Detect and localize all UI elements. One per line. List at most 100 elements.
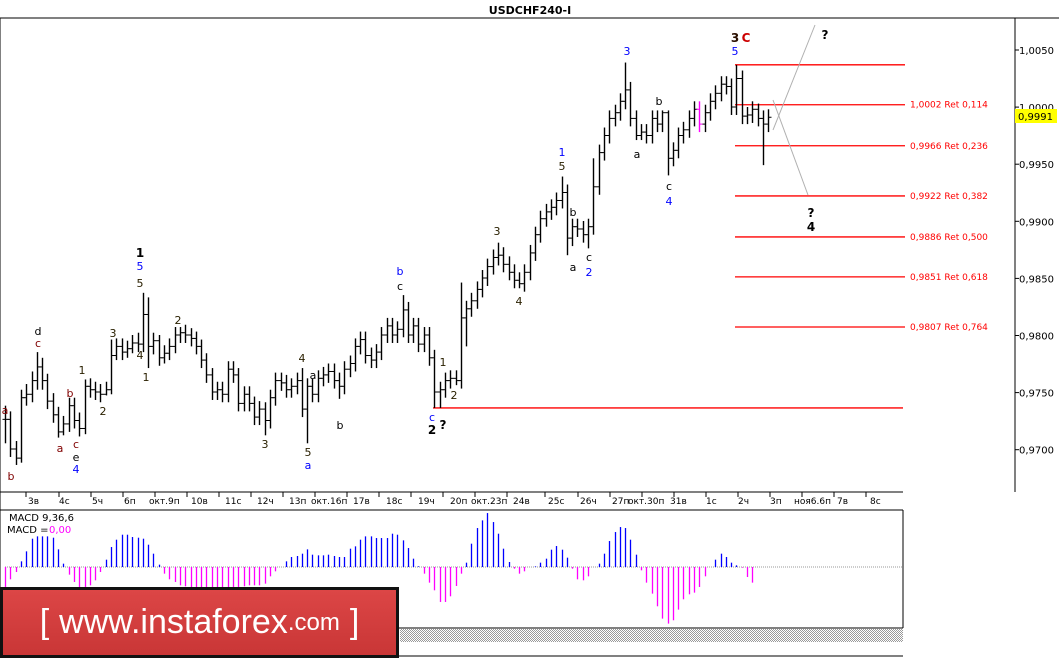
macd-value-label: MACD =	[7, 525, 49, 536]
price-bar	[225, 361, 232, 403]
wave-label: a	[57, 442, 64, 455]
price-bar	[590, 158, 597, 235]
fib-level-label: 1,0002 Ret 0,114	[910, 101, 988, 111]
scroll-area[interactable]	[400, 629, 903, 642]
price-bar	[527, 244, 534, 281]
time-tick-label: 31в	[670, 497, 687, 507]
price-bar	[320, 366, 327, 387]
price-bar	[182, 324, 189, 343]
price-bar	[606, 110, 613, 144]
price-bar	[368, 347, 375, 369]
logo-bracket-close: ]	[349, 603, 360, 641]
wave-label: 4	[137, 349, 144, 362]
fib-level-label: 0,9966 Ret 0,236	[910, 142, 988, 152]
price-bar	[691, 101, 698, 127]
price-bars	[2, 62, 772, 465]
price-bar	[580, 221, 587, 243]
price-bar	[431, 349, 438, 408]
instaforex-logo[interactable]: [ www.instaforex .com ]	[0, 587, 399, 658]
time-tick-label: 1с	[706, 497, 717, 507]
wave-label: 1	[440, 356, 447, 369]
price-bar	[521, 264, 528, 292]
price-bar	[150, 332, 157, 355]
price-bar	[400, 295, 407, 338]
time-tick-label: 7в	[837, 497, 848, 507]
price-bar	[87, 378, 94, 398]
price-bar	[564, 184, 571, 256]
price-bar	[241, 386, 248, 412]
fib-level-label: 0,9922 Ret 0,382	[910, 192, 988, 202]
price-bar	[389, 317, 396, 343]
price-bar	[256, 401, 263, 426]
wave-label: 1	[559, 146, 566, 159]
price-bar	[362, 331, 369, 364]
price-bar	[92, 381, 99, 400]
time-tick-label: 3п	[770, 497, 782, 507]
price-bar	[119, 338, 126, 361]
wave-label: ?	[808, 206, 815, 220]
wave-label: 3	[731, 31, 739, 45]
price-bar	[325, 363, 332, 383]
wave-label: c	[35, 337, 41, 350]
time-tick-label: 2ч	[738, 497, 749, 507]
wave-label: a	[634, 148, 641, 161]
price-bar	[447, 370, 454, 389]
price-bar	[659, 110, 666, 133]
time-tick-label: 25с	[548, 497, 564, 507]
price-bar	[654, 110, 661, 133]
price-bar	[309, 378, 316, 403]
time-tick-label: 17в	[353, 497, 370, 507]
price-bar	[548, 199, 555, 220]
price-bar	[755, 103, 762, 127]
wave-label: 3	[262, 438, 269, 451]
macd-histogram	[4, 513, 754, 624]
wave-label: 3	[494, 225, 501, 238]
price-bar	[553, 192, 560, 216]
price-bar	[649, 110, 656, 144]
price-bar	[670, 142, 677, 167]
price-bar	[7, 411, 14, 457]
wave-label: a	[305, 459, 312, 472]
price-axis: 1,0050 1,0000 0,9950 0,9900 0,9850 0,9800 0,97…	[1015, 46, 1054, 457]
wave-label: b	[337, 419, 344, 432]
price-bar	[145, 297, 152, 369]
time-axis: 3в 4с 5ч 6п окт.9п 10в 11с 12ч 13п окт.16п 17в 18с 1…	[25, 492, 881, 507]
price-tick-label: 0,9700	[1019, 446, 1054, 457]
scenario-down-line	[772, 99, 809, 196]
current-price-tag	[1015, 109, 1057, 123]
time-tick-label: окт.9п	[149, 497, 180, 507]
price-bar	[723, 76, 730, 95]
price-bar	[569, 218, 576, 247]
wave-label: 2	[100, 405, 107, 418]
price-bar	[113, 338, 120, 361]
chart-title: USDCHF240-I	[489, 4, 571, 17]
wave-label: a	[310, 369, 317, 382]
price-bar	[352, 338, 359, 372]
logo-bracket-open: [	[39, 603, 50, 641]
time-tick-label: окт.23п	[471, 497, 507, 507]
price-bar	[405, 301, 412, 343]
time-tick-label: ноя6.6п	[794, 497, 831, 507]
time-tick-label: 10в	[191, 497, 208, 507]
price-bar	[500, 247, 507, 273]
price-bar	[601, 127, 608, 161]
price-bar	[532, 226, 539, 261]
price-bar	[410, 317, 417, 343]
price-tick-label: 1,0000	[1019, 103, 1054, 114]
wave-label: c	[397, 280, 403, 293]
price-bar	[537, 210, 544, 243]
price-bar	[140, 292, 147, 353]
wave-label: 4	[516, 295, 523, 308]
price-bar	[156, 335, 163, 366]
price-bar	[373, 344, 380, 369]
price-bar	[426, 327, 433, 366]
price-bar	[453, 370, 460, 386]
price-bar	[71, 397, 78, 429]
wave-label: 4	[807, 220, 815, 234]
wave-label: c	[666, 180, 672, 193]
price-bar	[378, 327, 385, 361]
price-bar	[203, 353, 210, 383]
price-bar	[103, 381, 110, 396]
time-tick-label: 13п	[289, 497, 306, 507]
price-tick-label: 1,0050	[1019, 46, 1054, 57]
